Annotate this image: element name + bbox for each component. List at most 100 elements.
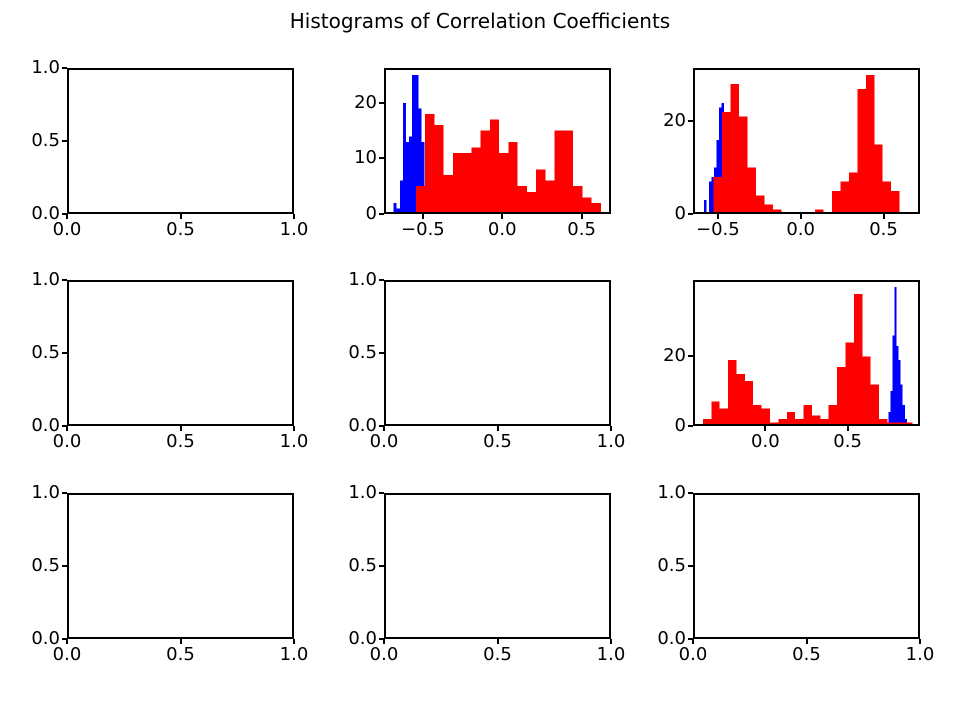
histogram-bar — [471, 147, 481, 214]
histogram-bar — [462, 152, 472, 214]
y-tick-mark — [62, 67, 67, 69]
x-tick-label: 1.0 — [596, 431, 626, 452]
x-tick-label: 0.0 — [678, 644, 708, 665]
histogram-bar — [902, 405, 905, 426]
axes-frame — [384, 68, 611, 214]
plot-area — [693, 280, 920, 426]
histogram-bar — [443, 175, 453, 214]
x-tick-label: 0.5 — [483, 431, 512, 452]
histogram-bar — [480, 130, 490, 214]
x-tick-mark — [882, 214, 885, 219]
plot-area — [67, 493, 294, 639]
axes-frame — [384, 280, 611, 426]
axes-frame — [693, 493, 920, 639]
y-tick-mark — [688, 120, 693, 123]
histogram-bar — [704, 200, 707, 214]
y-tick-mark — [379, 638, 384, 640]
y-tick-label: 20 — [354, 91, 377, 113]
y-tick-label: 0.0 — [31, 628, 60, 649]
histogram-bar — [879, 419, 888, 426]
histogram-bar — [865, 74, 875, 214]
y-tick-label: 20 — [663, 110, 686, 132]
y-tick-mark — [62, 492, 67, 494]
subplot-r0c1: −0.5 0.0 0.5 0 10 20 — [354, 68, 611, 240]
y-tick-mark — [688, 638, 693, 640]
histogram-bar — [396, 208, 400, 214]
histogram-bar — [545, 180, 555, 214]
histogram-bar — [517, 186, 527, 214]
x-tick-mark — [919, 639, 921, 644]
x-tick-mark — [716, 214, 719, 219]
x-tick-label: 0.5 — [166, 219, 195, 240]
x-tick-mark — [383, 639, 385, 644]
x-tick-label: 0.0 — [369, 431, 399, 452]
y-tick-mark — [379, 492, 384, 494]
x-tick-mark — [179, 214, 182, 219]
x-tick-label: 0.0 — [52, 644, 82, 665]
histogram-bar — [837, 366, 846, 426]
histogram-bar — [418, 108, 422, 214]
x-tick-mark — [805, 639, 808, 644]
axes-frame — [384, 493, 611, 639]
x-tick-mark — [66, 639, 68, 644]
y-tick-label: 10 — [354, 147, 377, 169]
blue-histogram — [393, 75, 425, 214]
y-tick-label: 0.5 — [348, 555, 377, 576]
plot-area — [384, 280, 611, 426]
histogram-bar — [739, 116, 748, 214]
histogram-bar — [832, 190, 841, 214]
histogram-bar — [898, 359, 901, 426]
y-tick-mark — [688, 492, 693, 494]
histogram-bar — [786, 412, 796, 426]
histogram-bar — [711, 401, 720, 426]
histogram-bar — [894, 286, 897, 426]
y-tick-mark — [379, 157, 384, 160]
histogram-bar — [434, 125, 444, 214]
x-tick-label: 0.0 — [786, 219, 815, 240]
histogram-bar — [891, 190, 900, 214]
histogram-bar — [452, 152, 463, 214]
histogram-bar — [853, 293, 863, 426]
x-tick-label: 1.0 — [279, 644, 309, 665]
histogram-bar — [828, 405, 838, 426]
x-tick-label: 0.5 — [833, 431, 862, 452]
y-tick-mark — [62, 279, 67, 281]
y-tick-mark — [379, 101, 384, 104]
histogram-bar — [415, 186, 425, 214]
histogram-bar — [747, 167, 756, 214]
histogram-bar — [719, 107, 722, 214]
x-tick-mark — [610, 426, 612, 431]
x-tick-mark — [383, 426, 385, 431]
subplot-r2c1: 0.0 0.5 1.0 0.0 0.5 1.0 — [348, 482, 625, 665]
y-tick-label: 20 — [663, 345, 686, 367]
y-tick-label: 0.0 — [348, 628, 377, 649]
subplot-r0c0: 0.0 0.5 1.0 0.0 0.5 1.0 — [31, 57, 308, 240]
histogram-bar — [415, 75, 419, 214]
histogram-bar — [702, 419, 712, 426]
y-tick-label: 0.5 — [31, 342, 60, 363]
red-histogram — [415, 114, 601, 214]
x-tick-mark — [580, 214, 583, 219]
histogram-bar — [722, 112, 731, 214]
y-tick-mark — [62, 213, 67, 215]
histogram-bar — [870, 384, 880, 426]
y-tick-label: 0.5 — [31, 555, 60, 576]
axes-frame — [67, 493, 294, 639]
histogram-bar — [405, 141, 410, 214]
axes-frame — [67, 280, 294, 426]
x-tick-mark — [501, 214, 504, 219]
histogram-bar — [591, 202, 601, 214]
y-tick-mark — [379, 213, 384, 215]
x-tick-label: 0.5 — [483, 644, 512, 665]
histogram-bar — [711, 176, 715, 214]
histogram-bar — [811, 415, 821, 426]
y-tick-mark — [62, 140, 67, 142]
x-tick-mark — [421, 214, 424, 219]
red-histogram — [713, 74, 900, 214]
histogram-bar — [573, 186, 583, 214]
x-tick-label: 0.0 — [751, 431, 780, 452]
y-tick-mark — [379, 425, 384, 427]
x-tick-label: 1.0 — [279, 219, 309, 240]
histogram-bar — [526, 191, 537, 214]
